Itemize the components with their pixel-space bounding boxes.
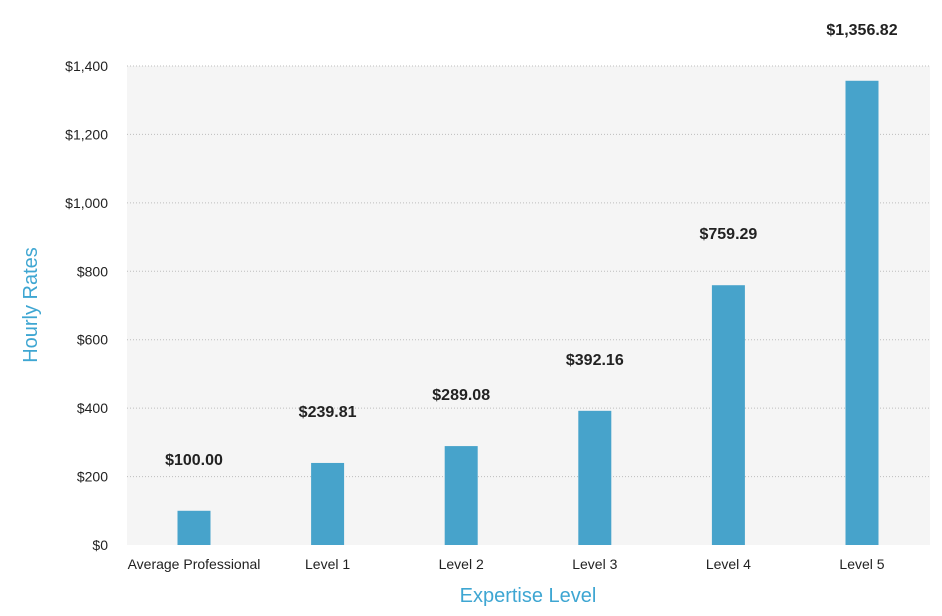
bar bbox=[311, 463, 344, 545]
data-label: $392.16 bbox=[566, 352, 624, 369]
y-tick-label: $400 bbox=[77, 400, 108, 416]
x-tick-label: Level 3 bbox=[572, 556, 617, 572]
y-tick-label: $200 bbox=[77, 469, 108, 485]
y-tick-label: $0 bbox=[92, 537, 108, 553]
y-axis-tick-labels: $0 $200 $400 $600 $800 $1,000 $1,200 $1,400 bbox=[65, 58, 108, 553]
y-tick-label: $1,200 bbox=[65, 126, 108, 142]
data-label: $100.00 bbox=[165, 452, 223, 469]
bar bbox=[178, 511, 211, 545]
y-tick-label: $1,000 bbox=[65, 195, 108, 211]
x-axis-title: Expertise Level bbox=[460, 585, 597, 607]
y-tick-label: $800 bbox=[77, 263, 108, 279]
bar bbox=[846, 81, 879, 545]
x-tick-label: Level 4 bbox=[706, 556, 751, 572]
bar bbox=[445, 446, 478, 545]
x-axis-tick-labels: Average Professional Level 1 Level 2 Level … bbox=[128, 556, 885, 572]
bar bbox=[712, 285, 745, 545]
y-tick-label: $1,400 bbox=[65, 58, 108, 74]
x-tick-label: Level 2 bbox=[439, 556, 484, 572]
x-tick-label: Level 5 bbox=[839, 556, 884, 572]
x-tick-label: Average Professional bbox=[128, 556, 261, 572]
data-label: $759.29 bbox=[699, 226, 757, 243]
plot-area-background bbox=[127, 66, 930, 545]
data-label: $1,356.82 bbox=[826, 22, 897, 39]
y-axis-title: Hourly Rates bbox=[20, 247, 42, 363]
bar bbox=[578, 411, 611, 545]
x-tick-label: Level 1 bbox=[305, 556, 350, 572]
y-tick-label: $600 bbox=[77, 332, 108, 348]
data-label: $289.08 bbox=[432, 387, 490, 404]
data-label: $239.81 bbox=[299, 404, 357, 421]
